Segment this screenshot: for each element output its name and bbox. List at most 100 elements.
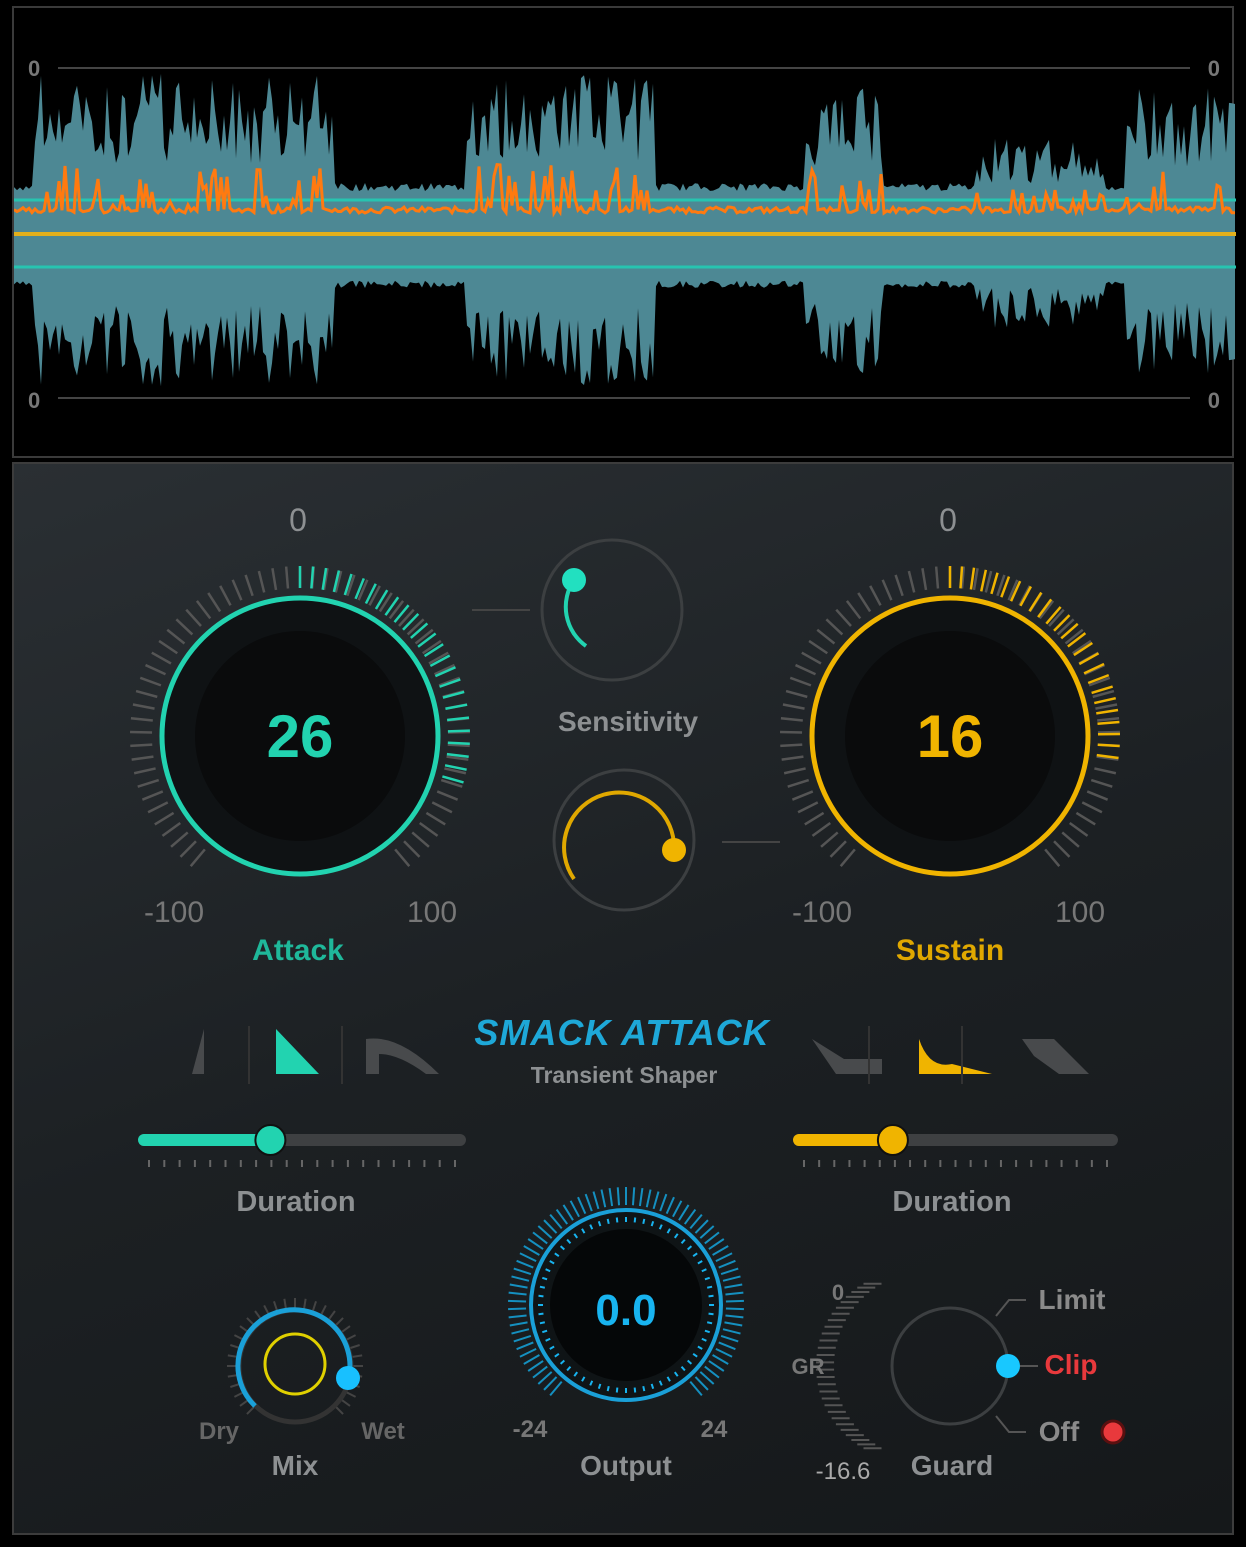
sustain-scale-tick [780,716,803,722]
output-inner-tick [541,1329,548,1334]
output-scale-tick [516,1259,534,1269]
attack-scale-tick [137,778,160,788]
output-inner-tick [687,1359,693,1365]
attack-scale-tick [147,801,169,814]
sustain-scale-tick [1048,608,1065,627]
sustain-active-tick [1000,576,1011,598]
attack-scale-tick [368,585,381,606]
attack-scale-tick [151,651,172,665]
mix-arc [235,1307,353,1408]
waveform-display: 0 0 0 0 [12,6,1236,458]
guard-handle [996,1354,1020,1378]
output-value[interactable]: 0.0 [595,1286,657,1335]
attack-duration-slider-thumb [254,1124,287,1156]
output-scale-tick [724,1283,743,1289]
limit-connector [995,1299,1026,1317]
output-scale-tick [508,1314,527,1319]
output-scale-tick [508,1291,527,1296]
sustain-sensitivity-handle [662,838,686,862]
sustain-scale-tick [1094,767,1117,775]
attack-scale-tick [388,600,405,620]
output-inner-tick [701,1268,707,1273]
attack-active-tick [445,703,468,710]
sustain-active-tick [1091,685,1114,695]
output-scale-tick [519,1252,537,1263]
guard-option-off[interactable]: Off [1038,1416,1080,1447]
output-scale-tick [511,1328,530,1335]
output-scale-tick [715,1347,733,1358]
output-inner-tick [642,1385,646,1392]
output-inner-tick [704,1276,711,1281]
attack-scale-tick [130,743,153,748]
sustain-scale-tick [1007,579,1019,601]
sustain-label: Sustain [895,934,1005,967]
output-scale-tick [584,1193,593,1212]
attack-scale-tick [403,840,421,858]
output-scale-tick [549,1213,563,1230]
scale-top-left: 0 [28,56,41,81]
attack-scale-tick [334,570,343,593]
sustain-scale-tick [1090,778,1113,788]
attack-scale-tick [133,767,156,775]
attack-scale-tick [189,848,206,868]
output-scale-tick [532,1231,548,1245]
sustain-scale-tick [1096,755,1119,761]
sustain-scale-tick [857,592,872,613]
sustain-active-tick [1083,662,1105,675]
sustain-scale-tick [801,651,822,665]
sustain-shape-option-1 [919,1039,992,1074]
output-inner-tick [642,1218,646,1225]
output-scale-tick [665,1196,675,1215]
attack-scale-tick [346,574,356,597]
attack-active-tick [410,622,429,639]
output-scale-tick [652,1191,660,1210]
gr-value: -16.6 [815,1458,871,1485]
output-inner-tick [650,1383,655,1390]
attack-scale-tick [139,676,162,687]
sustain-active-tick [1096,708,1119,715]
attack-duration-label: Duration [236,1186,356,1218]
sustain-scale-tick [1056,618,1075,636]
attack-active-tick [332,570,341,593]
sustain-scale-tick [808,639,829,655]
attack-scale-tick [158,639,179,655]
output-inner-tick [692,1252,698,1258]
attack-active-tick [343,573,353,596]
output-scale-tick [683,1208,697,1225]
output-inner-tick [706,1285,713,1289]
sustain-scale-tick [845,600,862,620]
sustain-active-tick [980,569,988,592]
attack-active-tick [374,589,389,610]
guard-option-limit[interactable]: Limit [1038,1284,1106,1315]
attack-value[interactable]: 26 [266,703,334,770]
sustain-scale-tick [1064,628,1084,645]
sustain-scale-tick [869,585,882,606]
attack-scale-tick [257,570,266,593]
sensitivity-label: Sensitivity [557,706,699,737]
sustain-duration-slider-thumb [876,1124,909,1156]
output-scale-tick [724,1321,743,1327]
sustain-scale-tick [794,663,817,676]
scale-top-right: 0 [1207,56,1220,81]
output-inner-tick [566,1238,572,1244]
output-inner-tick [633,1387,637,1393]
output-inner-tick [581,1228,586,1234]
attack-scale-tick [411,831,430,848]
sustain-scale-tick [780,743,803,748]
attack-scale-tick [144,663,167,676]
sustain-active-tick [1067,632,1087,648]
attack-scale-tick [357,579,369,601]
sensitivity-knob [540,538,684,682]
attack-active-tick [364,583,377,605]
output-scale-tick [678,1204,690,1221]
output-inner-tick [566,1366,572,1372]
output-scale-tick [672,1200,683,1218]
output-inner-tick [708,1312,714,1316]
sustain-active-tick [990,572,999,595]
output-inner-tick [559,1245,565,1251]
guard-option-clip[interactable]: Clip [1044,1349,1098,1380]
output-scale-tick [725,1307,744,1311]
sustain-value[interactable]: 16 [916,703,984,770]
attack-scale-tick [131,755,154,761]
sustain-active-tick [1045,606,1062,625]
